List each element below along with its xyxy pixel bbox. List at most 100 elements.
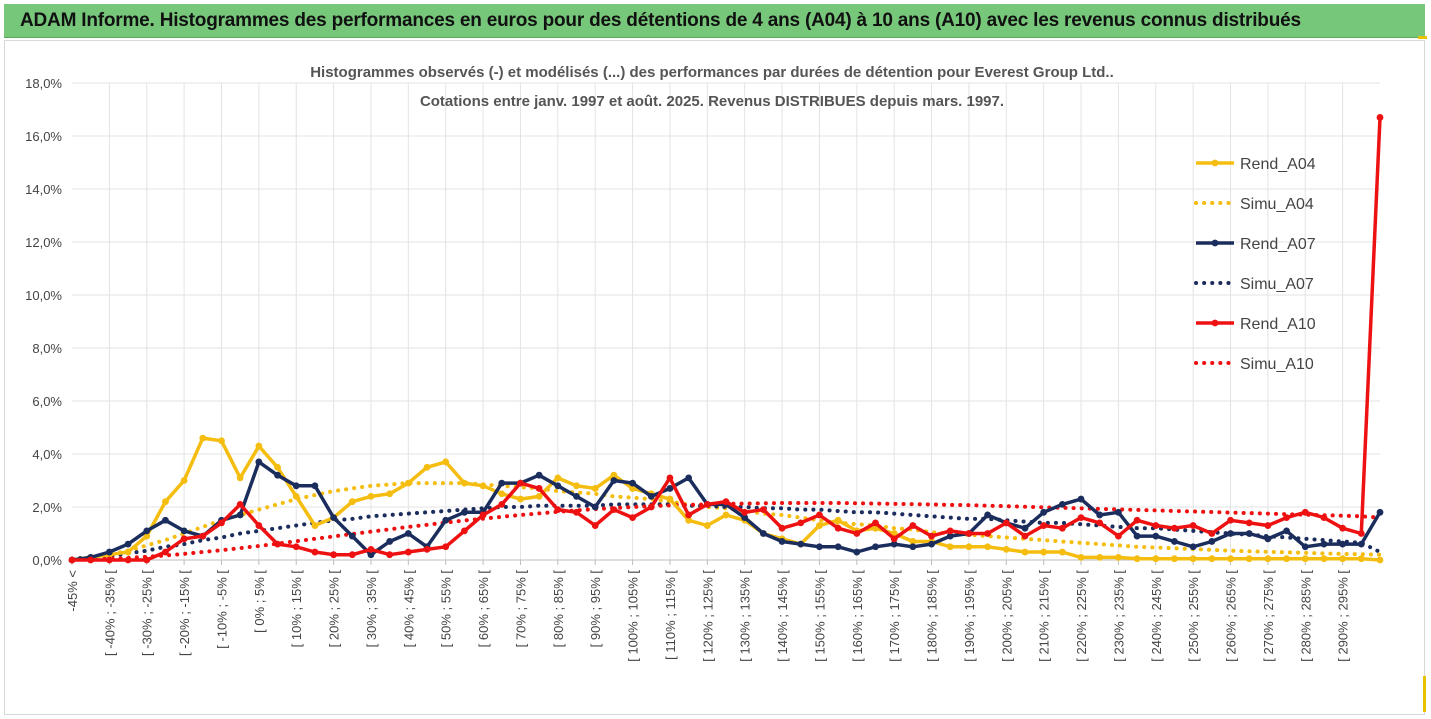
data-point-rend-a04	[591, 485, 599, 492]
data-point-rend-a07	[909, 543, 917, 551]
data-point-rend-a10	[1152, 522, 1160, 529]
x-tick-label: [ 30% ; 35% [	[364, 570, 379, 648]
data-point-rend-a07	[311, 482, 319, 490]
y-tick-label: 14,0%	[25, 182, 62, 197]
data-point-rend-a07	[1115, 508, 1122, 516]
data-point-rend-a07	[1208, 538, 1216, 545]
x-tick-label: [ 110% ; 115% [	[663, 570, 678, 660]
series-rend-a04	[68, 434, 1384, 564]
data-point-rend-a07	[461, 508, 468, 516]
data-point-rend-a07	[236, 511, 244, 519]
data-point-rend-a04	[143, 532, 151, 540]
data-point-rend-a04	[124, 548, 132, 556]
x-tick-label: [ 160% ; 165% [	[850, 570, 865, 662]
data-point-rend-a07	[666, 485, 674, 492]
legend-label: Rend_A10	[1240, 316, 1316, 333]
x-tick-label: [ 50% ; 55% [	[439, 570, 454, 648]
data-point-rend-a04	[1133, 555, 1141, 563]
x-tick-label: [ 140% ; 145% [	[775, 570, 790, 662]
data-point-rend-a07	[1264, 535, 1272, 543]
x-tick-label: [ 20% ; 25% [	[327, 570, 342, 648]
chart-subtitle: Cotations entre janv. 1997 et août. 2025…	[420, 93, 1004, 110]
data-point-rend-a10	[928, 532, 935, 540]
data-point-rend-a07	[853, 548, 861, 556]
data-point-rend-a07	[535, 471, 543, 479]
data-point-rend-a04	[1283, 555, 1290, 563]
data-point-rend-a10	[778, 524, 786, 532]
data-point-rend-a04	[816, 522, 823, 529]
data-point-rend-a10	[199, 532, 207, 540]
data-point-rend-a07	[554, 482, 562, 490]
data-point-rend-a10	[554, 506, 562, 514]
data-point-rend-a07	[1189, 543, 1197, 551]
data-point-rend-a10	[1040, 522, 1048, 529]
data-point-rend-a10	[517, 479, 524, 487]
y-tick-label: 10,0%	[25, 288, 62, 303]
data-point-rend-a07	[834, 543, 842, 551]
y-tick-label: 2,0%	[32, 500, 62, 515]
data-point-rend-a10	[162, 548, 169, 556]
x-tick-label: [ 60% ; 65% [	[476, 570, 491, 648]
data-point-rend-a04	[348, 498, 356, 506]
data-point-rend-a04	[610, 471, 618, 479]
data-point-rend-a04	[1096, 553, 1104, 561]
legend-item-rend-a10: Rend_A10	[1196, 316, 1316, 333]
data-point-rend-a04	[1189, 555, 1197, 563]
data-point-rend-a07	[1227, 530, 1234, 537]
x-tick-label: [ 200% ; 205% [	[999, 570, 1014, 662]
data-point-rend-a04	[461, 479, 468, 487]
data-point-rend-a07	[330, 514, 337, 521]
grid-layer	[72, 82, 1380, 560]
data-point-rend-a10	[629, 514, 636, 521]
y-tick-label: 4,0%	[32, 447, 62, 462]
data-point-rend-a07	[1077, 495, 1085, 503]
data-point-rend-a07	[348, 532, 356, 540]
x-tick-label: [ 190% ; 195% [	[962, 570, 977, 662]
legend-marker	[1211, 239, 1219, 247]
series-line-simu-a04	[70, 481, 1382, 561]
data-point-rend-a10	[946, 527, 954, 535]
x-tick-label: [ 10% ; 15% [	[289, 570, 304, 648]
data-point-rend-a10	[610, 506, 618, 514]
data-point-rend-a10	[1171, 524, 1178, 532]
legend-label: Rend_A07	[1240, 236, 1316, 253]
data-point-rend-a04	[404, 479, 412, 487]
x-tick-label: [ -40% ; -35% [	[102, 570, 117, 656]
data-point-rend-a10	[834, 524, 842, 532]
data-point-rend-a10	[666, 474, 674, 482]
x-tick-label: [ 120% ; 125% [	[700, 570, 715, 662]
legend-item-simu-a04: Simu_A04	[1194, 196, 1314, 213]
data-point-rend-a07	[890, 540, 898, 548]
data-point-rend-a04	[909, 538, 917, 545]
data-point-rend-a04	[1021, 548, 1029, 556]
y-tick-label: 6,0%	[32, 394, 62, 409]
data-point-rend-a04	[1152, 555, 1160, 563]
x-tick-label: [ 220% ; 225% [	[1074, 570, 1089, 662]
data-point-rend-a10	[423, 546, 431, 553]
data-point-rend-a07	[162, 516, 169, 524]
data-point-rend-a04	[1208, 555, 1216, 563]
x-tick-label: [ -20% ; -15% [	[177, 570, 192, 656]
data-point-rend-a04	[367, 493, 375, 500]
data-point-rend-a07	[180, 527, 188, 535]
data-point-rend-a07	[647, 493, 655, 500]
legend-item-simu-a07: Simu_A07	[1194, 276, 1314, 293]
data-point-rend-a07	[1096, 511, 1104, 519]
data-point-rend-a10	[965, 530, 973, 537]
data-point-rend-a04	[1320, 555, 1328, 563]
data-point-rend-a04	[479, 482, 487, 490]
data-point-rend-a10	[105, 556, 113, 564]
data-point-rend-a07	[741, 514, 749, 521]
data-point-rend-a07	[1133, 532, 1141, 540]
series-rend-a10	[68, 114, 1384, 564]
x-tick-label: [ 180% ; 185% [	[925, 570, 940, 662]
data-point-rend-a10	[535, 485, 543, 492]
data-point-rend-a07	[816, 543, 823, 551]
data-point-rend-a04	[554, 474, 562, 482]
data-point-rend-a07	[498, 479, 506, 487]
data-point-rend-a10	[498, 500, 506, 508]
data-point-rend-a10	[1339, 524, 1347, 532]
data-point-rend-a07	[1058, 500, 1066, 508]
data-point-rend-a04	[1301, 555, 1309, 563]
